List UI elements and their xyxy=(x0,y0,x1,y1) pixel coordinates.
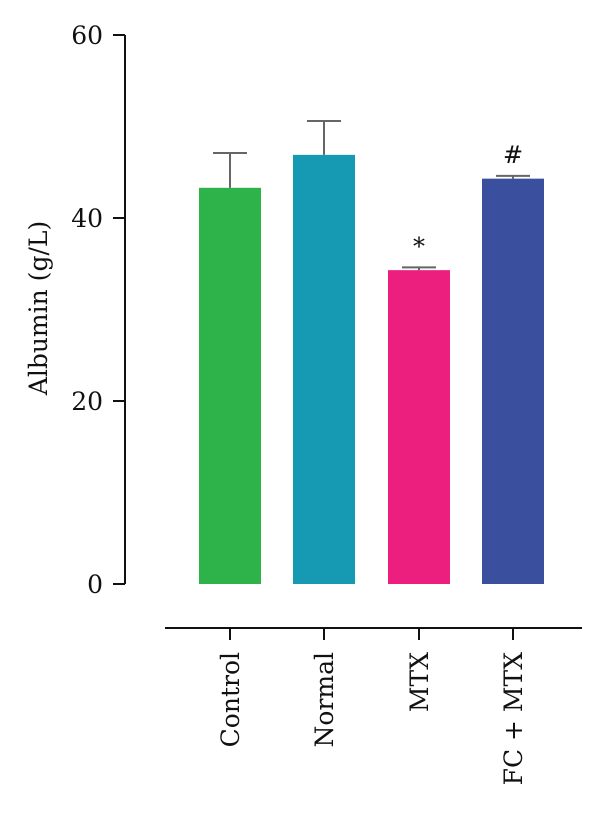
x-axis: Control Normal MTX FC + MTX xyxy=(165,627,582,786)
y-tick-label: 0 xyxy=(87,570,103,599)
bars-group: *# xyxy=(199,120,544,585)
significance-marker: # xyxy=(503,141,523,169)
x-category-label: FC + MTX xyxy=(499,652,528,786)
y-tick-label: 40 xyxy=(71,204,103,233)
bar xyxy=(293,154,355,585)
bar xyxy=(388,270,450,584)
bar xyxy=(199,187,261,584)
significance-marker: * xyxy=(413,232,425,260)
y-tick-label: 20 xyxy=(71,387,103,416)
bar xyxy=(482,178,544,584)
y-axis-title: Albumin (g/L) xyxy=(24,221,53,396)
x-category-label: MTX xyxy=(405,652,434,712)
x-category-label: Control xyxy=(216,652,245,747)
y-axis: 0 20 40 60 xyxy=(71,21,126,599)
y-tick-label: 60 xyxy=(71,21,103,50)
x-category-label: Normal xyxy=(310,652,339,747)
